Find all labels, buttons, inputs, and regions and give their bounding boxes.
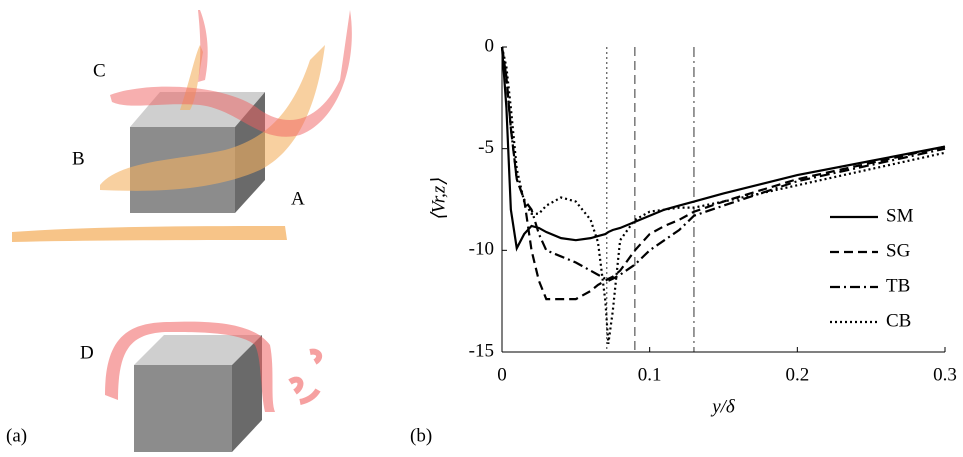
label-c: C [93, 60, 106, 81]
cube-front-d [134, 365, 232, 452]
panel-label: (b) [410, 425, 432, 446]
series-line [502, 47, 945, 344]
legend-label: TB [886, 275, 910, 296]
legend-label: SG [886, 240, 911, 261]
illustration: A B C D [12, 10, 352, 452]
vortex-fragments [290, 352, 319, 402]
series-line [502, 47, 945, 299]
x-tick-label: 0.3 [933, 364, 957, 385]
x-tick-label: 0.2 [785, 364, 809, 385]
x-tick-label: 0 [497, 364, 507, 385]
x-tick-label: 0.1 [638, 364, 662, 385]
label-b: B [72, 148, 85, 169]
vortex-tube-c-leg [198, 10, 208, 82]
y-axis-label: ⟨Vr,z⟩ [428, 178, 449, 221]
label-a: A [291, 188, 305, 209]
plot: 0 0.1 0.2 0.3 -15 -10 -5 0 y/δ ⟨Vr,z⟩ SM SG TB CB [428, 35, 957, 417]
y-tick-label: -10 [469, 239, 494, 260]
series-line [502, 47, 945, 248]
legend-label: CB [886, 310, 911, 331]
y-tick-label: 0 [485, 35, 495, 56]
y-tick-label: -15 [469, 340, 494, 361]
figure: A B C D (a) (b) 0 0.1 0.2 0.3 -15 -10 -5 0 y/δ ⟨V… [0, 0, 963, 457]
legend-label: SM [886, 205, 914, 226]
series-line [502, 47, 945, 281]
x-axis-label: y/δ [710, 396, 736, 417]
vortex-tube-a [12, 226, 287, 242]
label-d: D [80, 342, 94, 363]
y-tick-label: -5 [478, 137, 494, 158]
panel-label: (a) [6, 425, 27, 446]
